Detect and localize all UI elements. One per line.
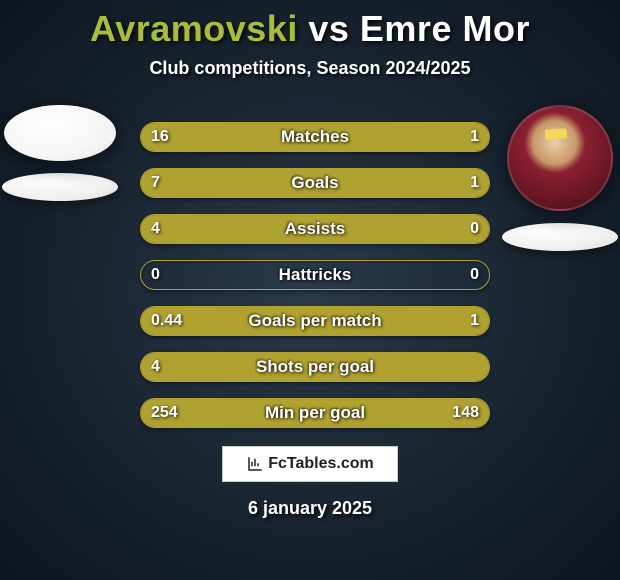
stat-bar: 254148Min per goal [140,398,490,428]
bar-fill-right [447,169,489,197]
player2-name: Emre Mor [360,8,530,49]
player2-nameplate [502,223,618,251]
page-title: Avramovski vs Emre Mor [0,0,620,50]
bar-fill-left [141,215,489,243]
bar-value-right: 0 [431,261,479,289]
bar-label: Hattricks [141,261,489,289]
bar-fill-right [468,123,489,151]
bar-fill-left [141,353,489,381]
stat-bar: 40Assists [140,214,490,244]
vs-text: vs [308,8,349,49]
bar-fill-left [141,123,468,151]
stat-bar: 71Goals [140,168,490,198]
bar-fill-left [141,399,270,427]
bar-fill-right [270,399,489,427]
stat-bar: 161Matches [140,122,490,152]
site-logo: FcTables.com [222,446,398,482]
date-text: 6 january 2025 [0,498,620,519]
bar-fill-left [141,307,245,335]
player2-portrait [507,105,613,211]
subtitle: Club competitions, Season 2024/2025 [0,58,620,79]
site-name: FcTables.com [268,455,374,473]
player1-name: Avramovski [90,8,298,49]
comparison-infographic: Avramovski vs Emre Mor Club competitions… [0,0,620,580]
bar-fill-right [245,307,489,335]
player-left-block [0,105,120,201]
player1-portrait [4,105,116,161]
stat-bar: 0.441Goals per match [140,306,490,336]
stat-bars: 161Matches 71Goals 40Assists 0 0Hattricks 0.4… [140,122,490,444]
bar-fill-left [141,169,447,197]
bar-value-left: 0 [151,261,199,289]
stat-bar: 4Shots per goal [140,352,490,382]
player1-nameplate [2,173,118,201]
stat-bar: 0 0Hattricks [140,260,490,290]
player-right-block [500,105,620,251]
chart-icon [246,455,264,473]
